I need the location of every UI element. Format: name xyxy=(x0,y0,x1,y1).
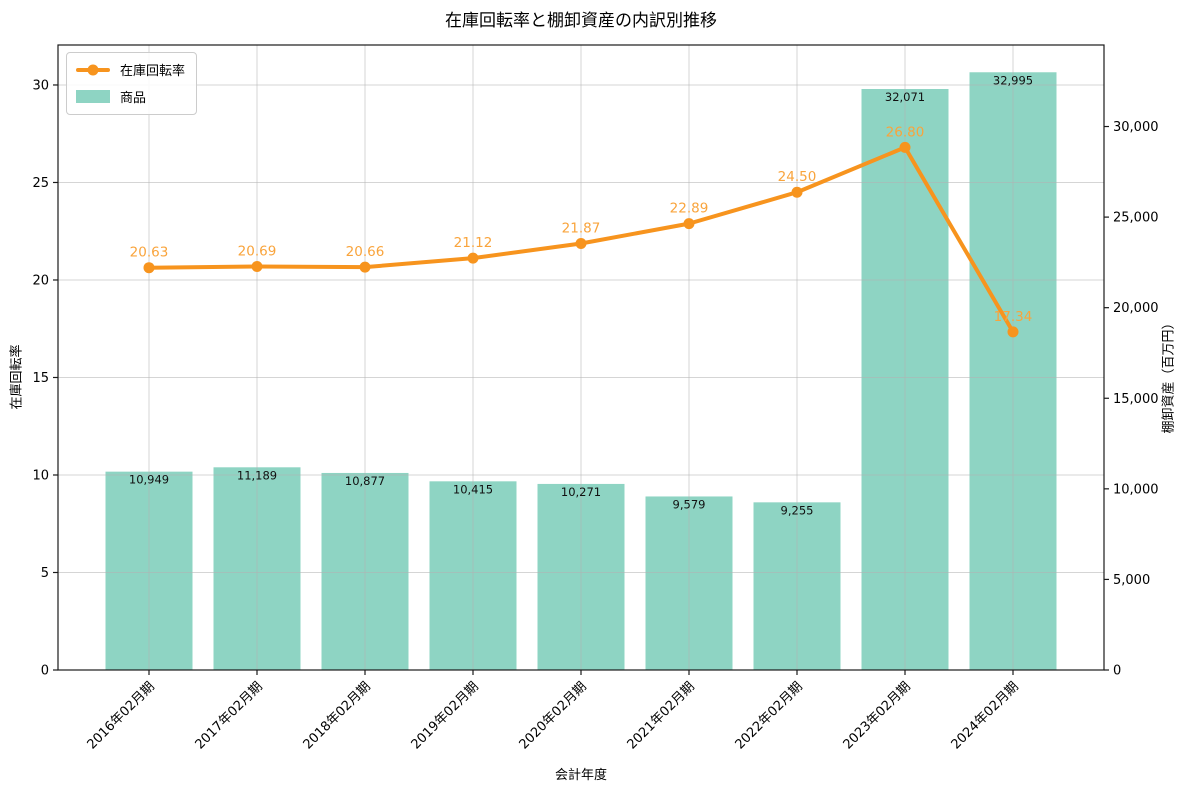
legend-bar-swatch xyxy=(76,90,110,103)
y-tick-label-right: 5,000 xyxy=(1113,573,1150,588)
legend-label-bar: 商品 xyxy=(120,91,147,106)
line-marker xyxy=(575,238,587,250)
x-tick-label: 2023年02月期 xyxy=(841,679,914,752)
legend-label-line: 在庫回転率 xyxy=(120,64,186,79)
line-marker xyxy=(251,261,263,273)
line-value-label: 26.80 xyxy=(886,124,925,140)
x-axis-label: 会計年度 xyxy=(554,768,607,783)
bar-value-label: 32,071 xyxy=(885,90,925,104)
bar-value-label: 32,995 xyxy=(993,73,1033,87)
y-tick-label-left: 5 xyxy=(41,566,49,581)
y-tick-label-right: 10,000 xyxy=(1113,482,1159,497)
line-value-label: 17.34 xyxy=(994,309,1033,325)
line-marker xyxy=(467,252,479,264)
line-value-label: 20.69 xyxy=(238,244,277,260)
bar-value-label: 10,877 xyxy=(345,474,385,488)
x-tick-label: 2018年02月期 xyxy=(301,679,374,752)
legend-line-swatch xyxy=(76,64,110,75)
y-tick-label-left: 10 xyxy=(32,468,49,483)
y-tick-label-left: 30 xyxy=(32,78,49,93)
y-tick-label-right: 30,000 xyxy=(1113,120,1159,135)
bar-value-label: 11,189 xyxy=(237,468,277,482)
line-value-label: 22.89 xyxy=(670,201,709,217)
x-tick-label: 2024年02月期 xyxy=(949,679,1022,752)
line-marker xyxy=(143,262,155,274)
y-axis-label-left: 在庫回転率 xyxy=(9,344,25,410)
y-tick-label-left: 15 xyxy=(32,371,49,386)
y-tick-label-right: 15,000 xyxy=(1113,392,1159,407)
x-tick-label: 2020年02月期 xyxy=(517,679,590,752)
x-tick-label: 2017年02月期 xyxy=(193,679,266,752)
bar-value-label: 10,415 xyxy=(453,482,493,496)
line-marker xyxy=(683,218,695,230)
x-tick-label: 2021年02月期 xyxy=(625,679,698,752)
line-value-label: 20.63 xyxy=(130,245,169,261)
legend-item-line: 在庫回転率 xyxy=(76,60,185,79)
x-tick-label: 2019年02月期 xyxy=(409,679,482,752)
y-tick-label-left: 0 xyxy=(41,664,49,679)
line-value-label: 20.66 xyxy=(346,244,385,260)
y-tick-label-left: 25 xyxy=(32,176,49,191)
bar-value-label: 10,949 xyxy=(129,473,169,487)
y-tick-label-right: 25,000 xyxy=(1113,211,1159,226)
x-tick-label: 2022年02月期 xyxy=(733,679,806,752)
chart-title: 在庫回転率と棚卸資産の内訳別推移 xyxy=(445,11,717,31)
line-value-label: 21.87 xyxy=(562,221,601,237)
y-tick-label-left: 20 xyxy=(32,273,49,288)
line-value-label: 21.12 xyxy=(454,235,493,251)
line-marker xyxy=(899,141,911,153)
bar-value-label: 10,271 xyxy=(561,485,601,499)
legend-item-bar: 商品 xyxy=(76,87,185,106)
bar-value-label: 9,255 xyxy=(781,503,814,517)
y-tick-label-right: 0 xyxy=(1113,664,1121,679)
legend: 在庫回転率 商品 xyxy=(66,52,198,115)
x-tick-label: 2016年02月期 xyxy=(85,679,158,752)
y-tick-label-right: 20,000 xyxy=(1113,301,1159,316)
line-marker xyxy=(791,186,803,198)
line-marker xyxy=(1007,326,1019,338)
line-value-label: 24.50 xyxy=(778,169,817,185)
line-marker xyxy=(359,261,371,273)
bar-value-label: 9,579 xyxy=(673,497,706,511)
legend-line-marker-icon xyxy=(87,64,99,75)
y-axis-label-right: 棚卸資産（百万円） xyxy=(1161,316,1177,434)
